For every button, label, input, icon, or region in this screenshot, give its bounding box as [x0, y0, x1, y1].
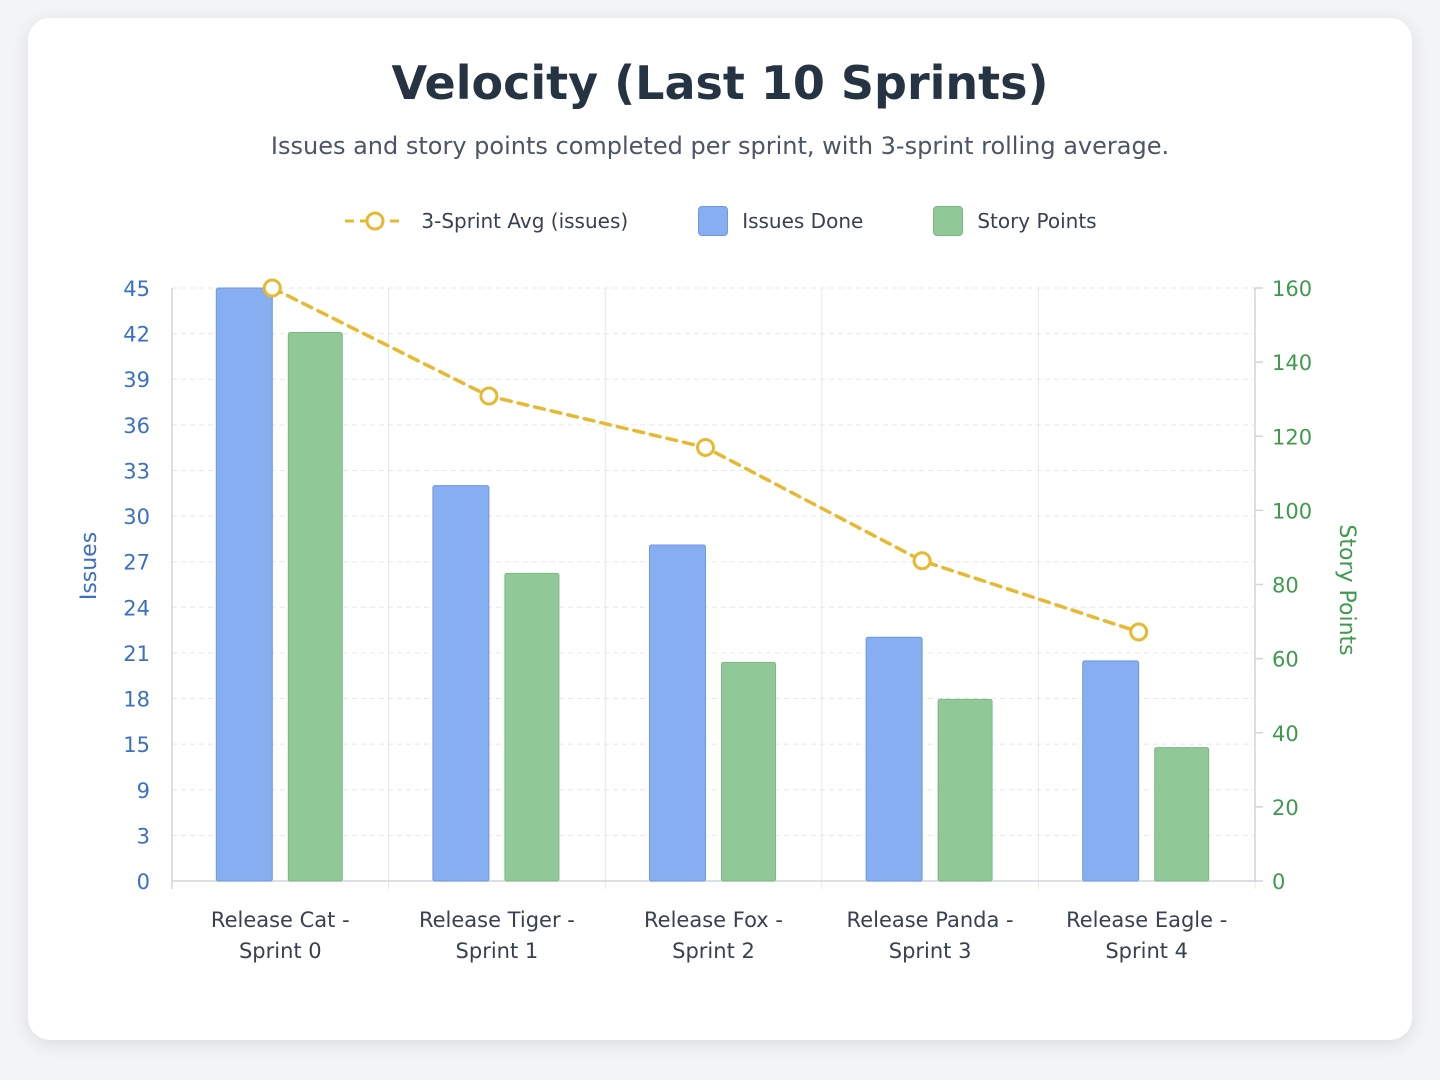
y-tick-label-left: 24	[123, 596, 150, 620]
avg-point	[479, 386, 499, 406]
bar-issues-done	[649, 544, 706, 882]
y-tick-label-left: 15	[123, 733, 150, 757]
chart-title: Velocity (Last 10 Sprints)	[391, 56, 1049, 110]
chart-subtitle: Issues and story points completed per sp…	[270, 132, 1170, 160]
y-tick-label-left: 18	[123, 688, 150, 712]
y-tick-label-left: 42	[123, 323, 150, 347]
y-tick-label-right: 120	[1272, 425, 1312, 449]
x-tick-label: Release Panda -Sprint 3	[847, 908, 1014, 963]
y-tick-label-left: 39	[123, 368, 150, 392]
bar-issues-done	[865, 636, 923, 882]
bar-issues-done	[215, 287, 273, 882]
bar-issues-done	[432, 485, 490, 882]
y-tick-label-left: 3	[137, 824, 150, 848]
y-tick-label-left: 27	[123, 551, 150, 575]
bar-story-points	[1154, 747, 1210, 882]
avg-point	[912, 551, 932, 571]
y-axis-title-right: Story Points	[1334, 524, 1359, 655]
bar-issues-done	[1082, 660, 1140, 882]
bar-story-points	[721, 661, 776, 882]
x-tick-label: Release Tiger -Sprint 1	[419, 908, 575, 963]
legend-label-avg: 3-Sprint Avg (issues)	[421, 209, 629, 233]
x-tick-label: Release Eagle -Sprint 4	[1066, 908, 1227, 963]
y-tick-label-left: 45	[123, 277, 150, 301]
y-tick-label-left: 21	[123, 642, 150, 666]
x-tick-label: Release Fox -Sprint 2	[644, 908, 783, 963]
legend-swatch-story-points	[933, 206, 964, 236]
legend-item-issues[interactable]: Issues Done	[698, 206, 863, 236]
y-tick-label-right: 40	[1272, 722, 1299, 746]
y-tick-label-left: 30	[123, 505, 150, 529]
bar-story-points	[937, 698, 993, 882]
y-tick-label-left: 9	[137, 779, 150, 803]
y-tick-label-right: 100	[1272, 499, 1312, 523]
y-tick-label-right: 80	[1272, 574, 1299, 598]
legend-swatch-issues	[698, 206, 729, 236]
y-axis-title-left: Issues	[77, 532, 102, 600]
y-tick-label-right: 60	[1272, 648, 1299, 672]
legend-item-story-points[interactable]: Story Points	[933, 206, 1097, 236]
avg-point	[1129, 622, 1149, 642]
legend-line-marker-icon	[345, 211, 406, 231]
x-tick-label: Release Cat -Sprint 0	[211, 908, 350, 963]
y-tick-label-right: 140	[1272, 351, 1312, 375]
avg-point	[696, 437, 715, 457]
y-tick-label-left: 33	[123, 459, 150, 483]
y-tick-label-right: 160	[1272, 277, 1312, 301]
y-tick-label-left: 0	[137, 870, 150, 894]
y-tick-label-right: 20	[1272, 796, 1299, 820]
y-tick-label-left: 36	[123, 414, 150, 438]
avg-point	[262, 278, 282, 298]
chart-legend: 3-Sprint Avg (issues) Issues Done Story …	[0, 204, 1440, 238]
bar-story-points	[504, 572, 560, 882]
legend-label-story-points: Story Points	[977, 209, 1097, 233]
y-tick-label-right: 0	[1272, 870, 1285, 894]
legend-label-issues: Issues Done	[742, 209, 864, 233]
bar-story-points	[287, 331, 343, 882]
legend-item-avg[interactable]: 3-Sprint Avg (issues)	[343, 209, 628, 233]
